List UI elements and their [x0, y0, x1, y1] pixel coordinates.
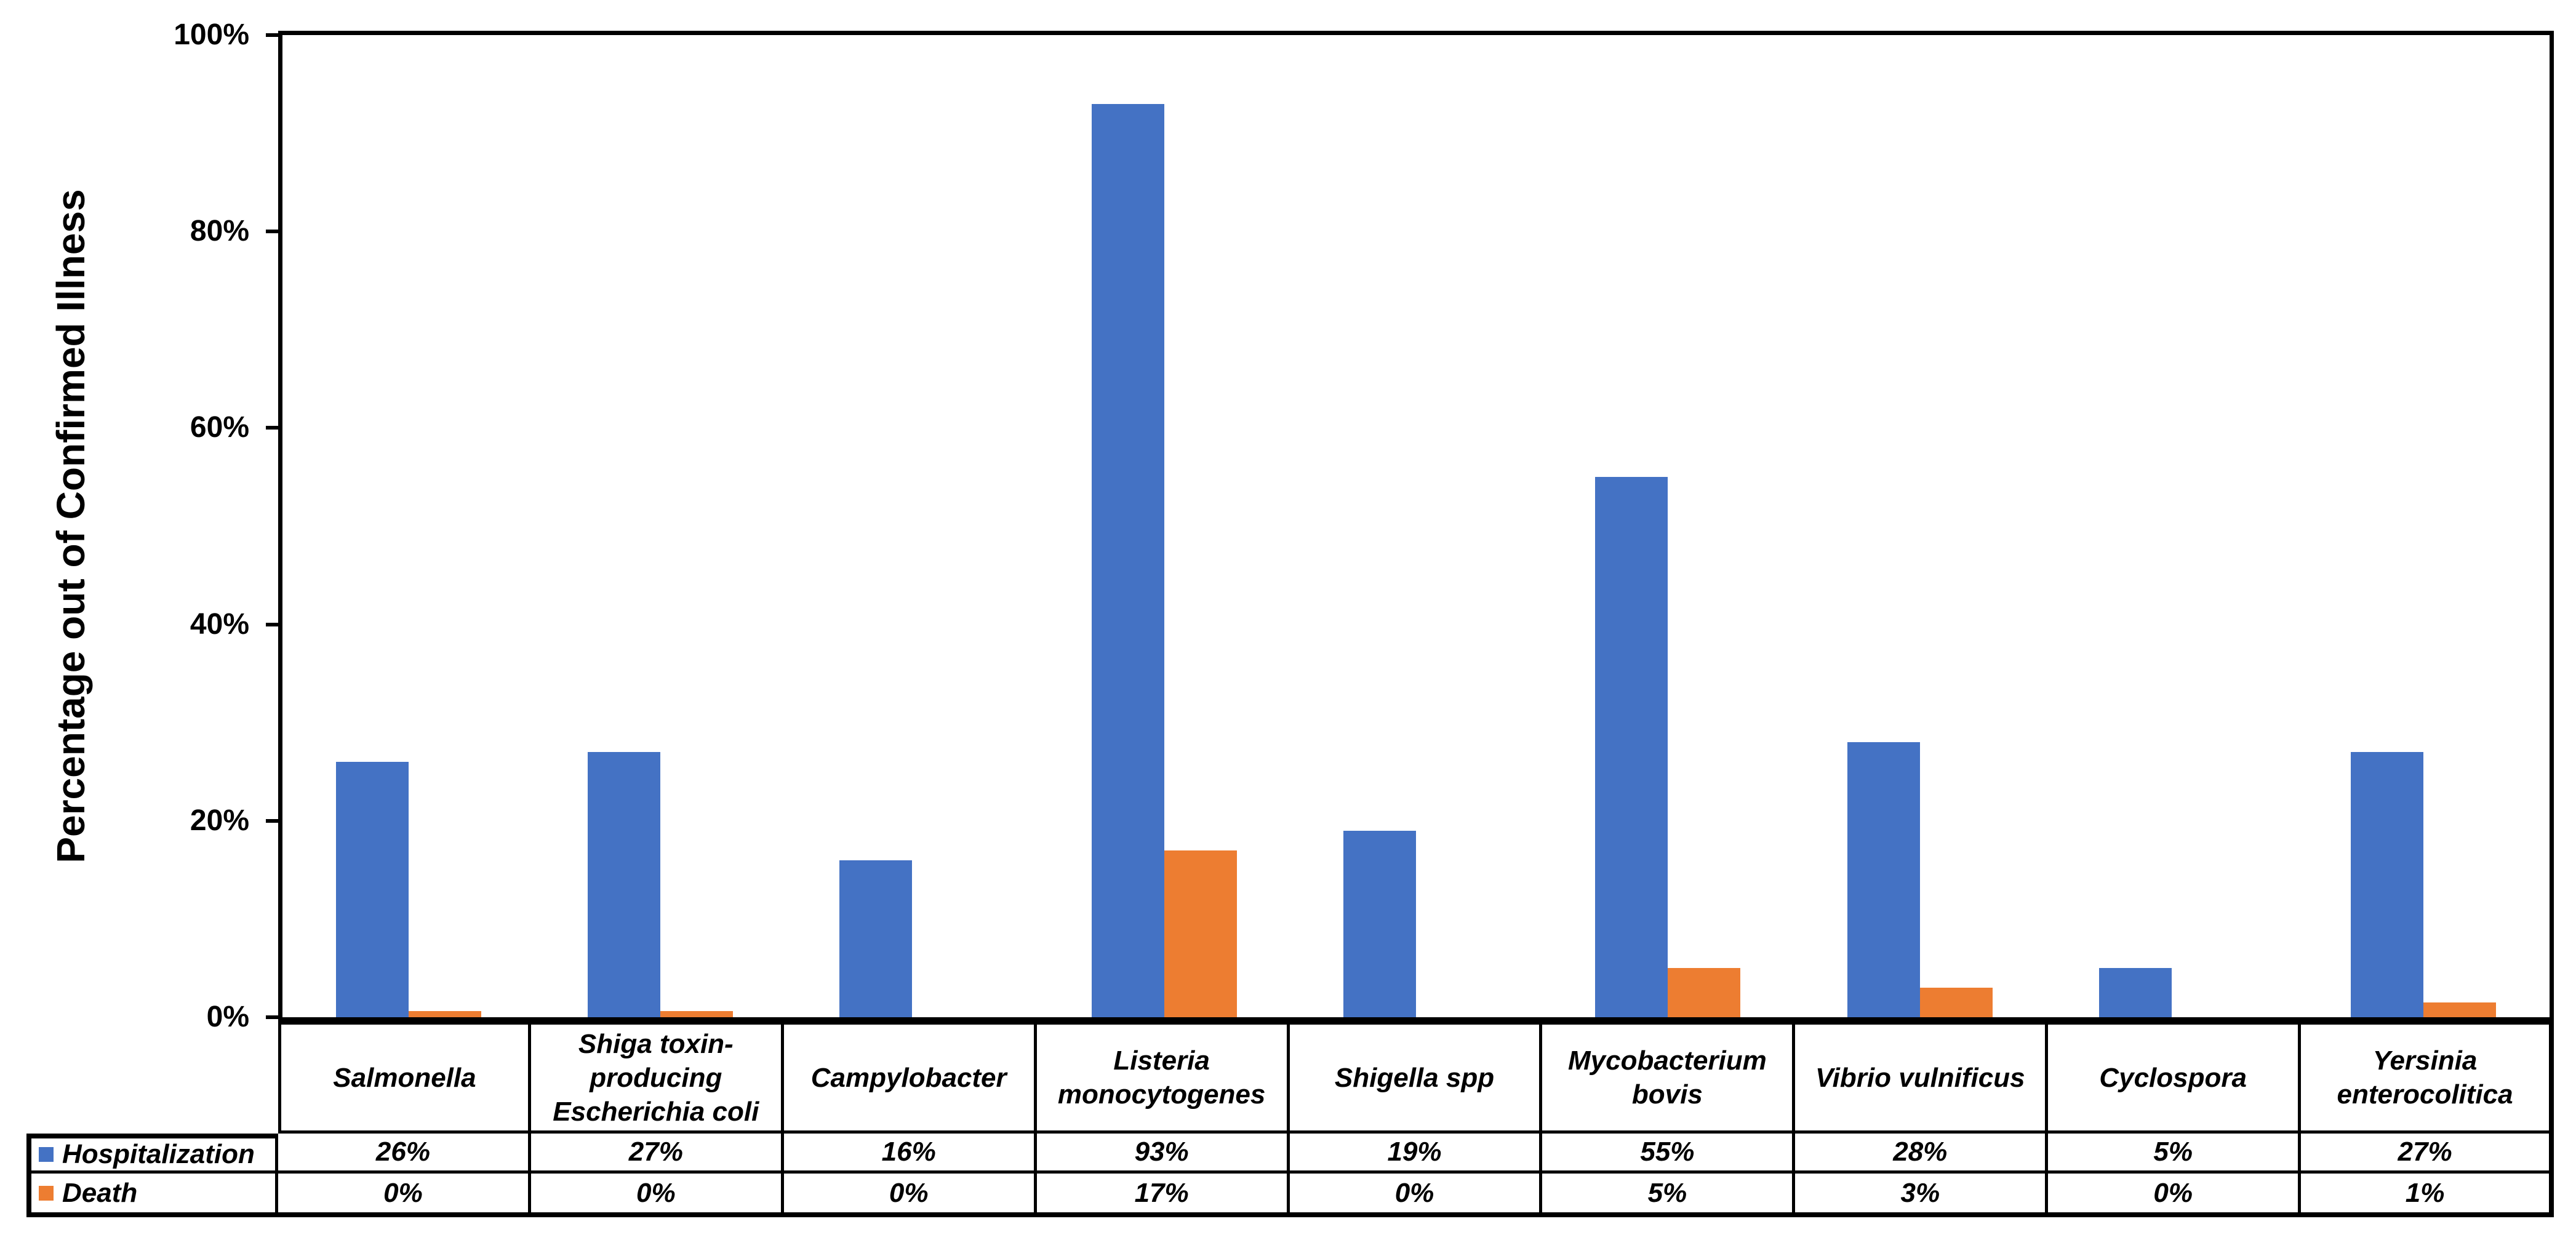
y-tick-mark-60: [266, 426, 278, 430]
bar-death-mycobacterium-bovis: [1668, 968, 1741, 1017]
table-header-cell-shiga-toxin-producing-escherichia-coli: Shiga toxin-producing Escherichia coli: [530, 1022, 784, 1134]
bar-hospitalization-shiga-toxin-producing-escherichia-coli: [588, 752, 660, 1017]
value-cell-hospitalization-shiga-toxin-producing-escherichia-coli: 27%: [530, 1134, 784, 1174]
y-tick-label-0: 0%: [206, 1001, 249, 1033]
plot-area: [278, 31, 2554, 1022]
bar-hospitalization-cyclospora: [2098, 968, 2172, 1017]
value-cell-death-cyclospora: 0%: [2048, 1174, 2302, 1217]
y-tick-mark-40: [266, 622, 278, 626]
category-slot-vibrio-vulnificus: [1794, 35, 2046, 1017]
bar-hospitalization-mycobacterium-bovis: [1595, 477, 1668, 1017]
value-cell-hospitalization-vibrio-vulnificus: 28%: [1795, 1134, 2049, 1174]
value-cell-death-yersinia-enterocolitica: 1%: [2301, 1174, 2554, 1217]
legend-swatch-death-icon: [39, 1185, 54, 1201]
category-slot-cyclospora: [2046, 35, 2297, 1017]
bar-hospitalization-shigella-spp: [1343, 830, 1416, 1017]
value-cell-hospitalization-shigella-spp: 19%: [1289, 1134, 1543, 1174]
legend-label-death: Death: [62, 1177, 138, 1208]
y-tick-label-60: 60%: [190, 411, 249, 444]
y-tick-label-20: 20%: [190, 804, 249, 837]
value-cell-death-shigella-spp: 0%: [1289, 1174, 1543, 1217]
value-cell-hospitalization-yersinia-enterocolitica: 27%: [2301, 1134, 2554, 1174]
legend-cell-hospitalization: Hospitalization: [26, 1134, 278, 1174]
legend-label-hospitalization: Hospitalization: [62, 1139, 255, 1169]
bar-death-salmonella: [408, 1011, 481, 1017]
bar-hospitalization-salmonella: [335, 762, 409, 1017]
category-slot-listeria-monocytogenes: [1038, 35, 1290, 1017]
category-slot-yersinia-enterocolitica: [2298, 35, 2550, 1017]
table-header-cell-yersinia-enterocolitica: Yersinia enterocolitica: [2301, 1022, 2554, 1134]
value-cell-death-vibrio-vulnificus: 3%: [1795, 1174, 2049, 1217]
category-slot-mycobacterium-bovis: [1542, 35, 1794, 1017]
y-tick-label-80: 80%: [190, 215, 249, 248]
category-slot-salmonella: [282, 35, 534, 1017]
table-header-cell-vibrio-vulnificus: Vibrio vulnificus: [1795, 1022, 2049, 1134]
value-cell-death-mycobacterium-bovis: 5%: [1542, 1174, 1796, 1217]
y-tick-label-40: 40%: [190, 607, 249, 641]
bar-death-shiga-toxin-producing-escherichia-coli: [660, 1011, 733, 1017]
bar-hospitalization-campylobacter: [839, 860, 913, 1017]
y-tick-mark-100: [266, 33, 278, 37]
bar-death-vibrio-vulnificus: [1919, 988, 1993, 1017]
legend-swatch-hospitalization-icon: [39, 1147, 54, 1162]
value-cell-hospitalization-cyclospora: 5%: [2048, 1134, 2302, 1174]
value-cell-death-salmonella: 0%: [278, 1174, 531, 1217]
value-cell-hospitalization-mycobacterium-bovis: 55%: [1542, 1134, 1796, 1174]
value-cell-hospitalization-salmonella: 26%: [278, 1134, 531, 1174]
bar-death-yersinia-enterocolitica: [2423, 1002, 2497, 1017]
y-tick-label-100: 100%: [174, 18, 249, 51]
value-cell-hospitalization-listeria-monocytogenes: 93%: [1036, 1134, 1290, 1174]
value-cell-hospitalization-campylobacter: 16%: [783, 1134, 1037, 1174]
table-header-cell-campylobacter: Campylobacter: [783, 1022, 1037, 1134]
table-spacer-cell: [26, 1022, 278, 1134]
category-slot-shigella-spp: [1290, 35, 1542, 1017]
bar-hospitalization-listeria-monocytogenes: [1091, 103, 1164, 1017]
table-header-cell-cyclospora: Cyclospora: [2048, 1022, 2302, 1134]
value-cell-death-shiga-toxin-producing-escherichia-coli: 0%: [530, 1174, 784, 1217]
value-cell-death-listeria-monocytogenes: 17%: [1036, 1174, 1290, 1217]
y-tick-mark-20: [266, 818, 278, 823]
y-axis-title: Percentage out of Confirmed Illness: [49, 189, 93, 863]
y-tick-mark-0: [266, 1015, 278, 1019]
value-cell-death-campylobacter: 0%: [783, 1174, 1037, 1217]
y-tick-mark-80: [266, 230, 278, 234]
table-header-cell-salmonella: Salmonella: [278, 1022, 531, 1134]
data-table: Salmonella Shiga toxin-producing Escheric…: [26, 1022, 2554, 1217]
table-header-cell-shigella-spp: Shigella spp: [1289, 1022, 1543, 1134]
table-header-cell-mycobacterium-bovis: Mycobacterium bovis: [1542, 1022, 1796, 1134]
bar-hospitalization-vibrio-vulnificus: [1847, 742, 1920, 1017]
category-slot-shiga-toxin-producing-escherichia-coli: [534, 35, 786, 1017]
table-header-cell-listeria-monocytogenes: Listeria monocytogenes: [1036, 1022, 1290, 1134]
bar-hospitalization-yersinia-enterocolitica: [2351, 752, 2424, 1017]
category-slot-campylobacter: [786, 35, 1038, 1017]
bar-death-listeria-monocytogenes: [1164, 850, 1237, 1017]
legend-cell-death: Death: [26, 1174, 278, 1217]
